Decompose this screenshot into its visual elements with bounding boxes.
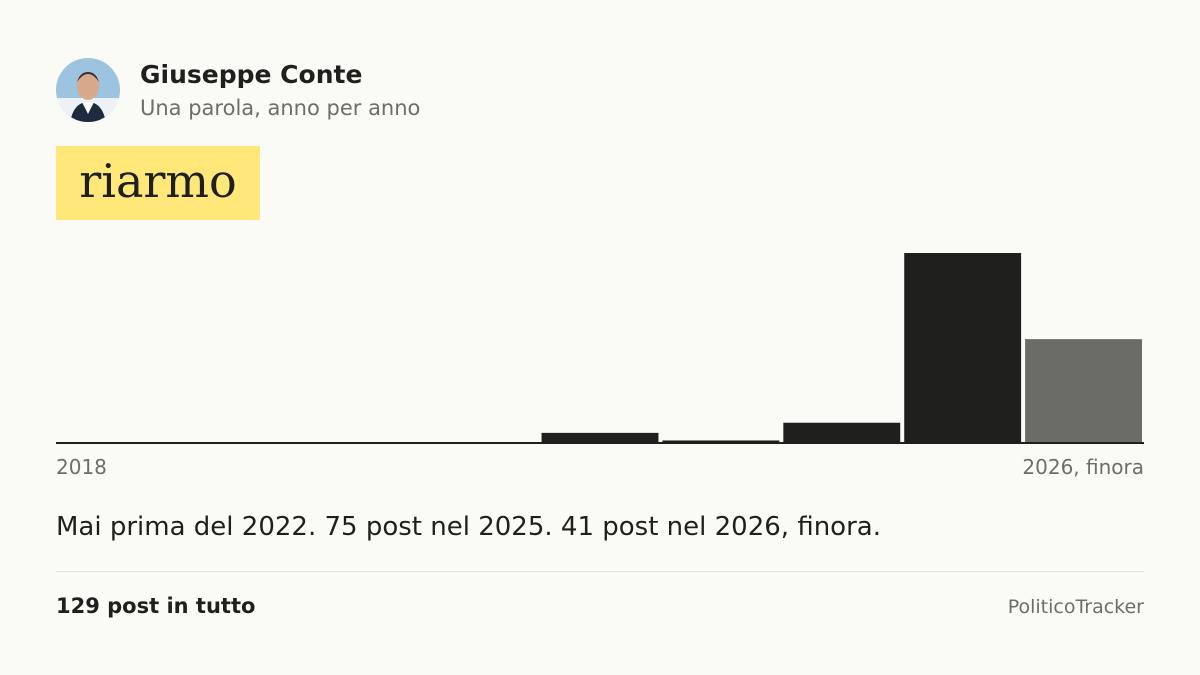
bar: [662, 440, 780, 443]
x-tick-label: 2026, finora: [1022, 455, 1144, 479]
chart: 2018 2026, finora: [56, 253, 1144, 479]
bar: [541, 432, 659, 443]
summary: Mai prima del 2022. 75 post nel 2025. 41…: [56, 512, 881, 542]
bar: [904, 253, 1022, 443]
bar: [783, 422, 901, 443]
subtitle: Una parola, anno per anno: [140, 96, 421, 120]
brand: PoliticoTracker: [1007, 596, 1144, 618]
x-tick-label: 2018: [56, 455, 107, 479]
separator: [56, 571, 1144, 572]
person-name: Giuseppe Conte: [140, 60, 363, 89]
bar: [1025, 339, 1142, 443]
keyword: riarmo: [56, 146, 260, 220]
total: 129 post in tutto: [56, 594, 256, 618]
avatar: [56, 58, 120, 122]
